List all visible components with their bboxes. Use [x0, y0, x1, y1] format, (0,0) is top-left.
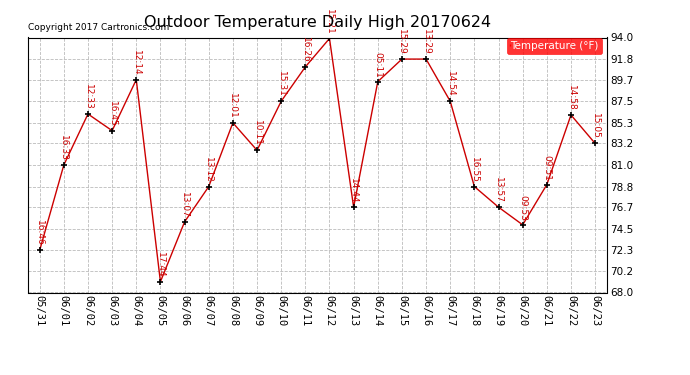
Text: 15:29: 15:29 [397, 29, 406, 55]
Text: 13:12: 13:12 [204, 157, 213, 182]
Text: 16:33: 16:33 [59, 135, 68, 161]
Legend: Temperature (°F): Temperature (°F) [507, 38, 602, 54]
Text: 05:11: 05:11 [373, 52, 382, 78]
Text: 09:51: 09:51 [542, 154, 551, 180]
Text: 14:58: 14:58 [566, 85, 575, 111]
Text: 15:21: 15:21 [325, 9, 334, 34]
Text: 12:33: 12:33 [83, 84, 92, 110]
Text: 16:26: 16:26 [301, 37, 310, 63]
Text: 09:53: 09:53 [518, 195, 527, 220]
Text: 14:54: 14:54 [446, 72, 455, 97]
Text: 16:46: 16:46 [35, 220, 44, 246]
Text: 16:45: 16:45 [108, 101, 117, 126]
Text: 14:44: 14:44 [349, 177, 358, 203]
Text: 12:14: 12:14 [132, 50, 141, 75]
Text: 10:11: 10:11 [253, 120, 262, 146]
Text: 13:07: 13:07 [180, 192, 189, 218]
Text: 15:31: 15:31 [277, 71, 286, 97]
Text: 13:57: 13:57 [494, 177, 503, 203]
Text: Copyright 2017 Cartronics.com: Copyright 2017 Cartronics.com [28, 23, 169, 32]
Text: 17:44: 17:44 [156, 252, 165, 278]
Text: 16:55: 16:55 [470, 156, 479, 182]
Text: 13:29: 13:29 [422, 29, 431, 55]
Text: 12:01: 12:01 [228, 93, 237, 118]
Text: 15:05: 15:05 [591, 113, 600, 139]
Text: Outdoor Temperature Daily High 20170624: Outdoor Temperature Daily High 20170624 [144, 15, 491, 30]
